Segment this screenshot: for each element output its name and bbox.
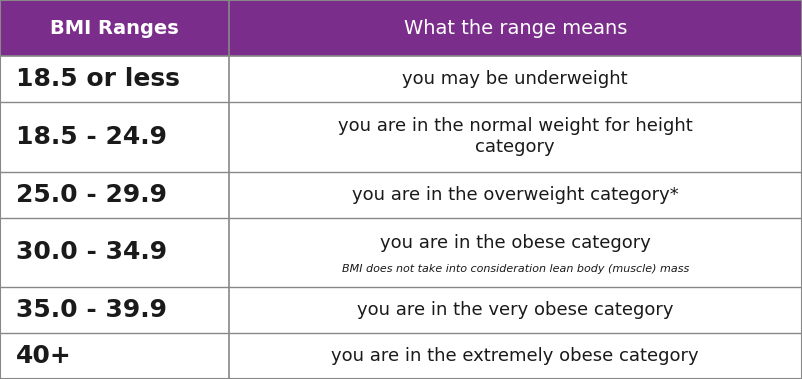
Bar xyxy=(0,172,802,218)
Text: 35.0 - 39.9: 35.0 - 39.9 xyxy=(16,298,167,322)
Text: you are in the overweight category*: you are in the overweight category* xyxy=(352,186,678,204)
Bar xyxy=(0,0,802,56)
Text: 30.0 - 34.9: 30.0 - 34.9 xyxy=(16,240,167,265)
Text: you are in the obese category: you are in the obese category xyxy=(380,234,650,252)
Text: you are in the extremely obese category: you are in the extremely obese category xyxy=(331,347,699,365)
Text: you are in the normal weight for height
category: you are in the normal weight for height … xyxy=(338,117,693,156)
Bar xyxy=(0,333,802,379)
Bar xyxy=(0,218,802,287)
Text: you may be underweight: you may be underweight xyxy=(403,70,628,88)
Text: 25.0 - 29.9: 25.0 - 29.9 xyxy=(16,183,167,207)
Text: BMI does not take into consideration lean body (muscle) mass: BMI does not take into consideration lea… xyxy=(342,263,689,274)
Bar xyxy=(0,102,802,172)
Text: BMI Ranges: BMI Ranges xyxy=(50,19,179,38)
Text: 18.5 or less: 18.5 or less xyxy=(16,67,180,91)
Text: What the range means: What the range means xyxy=(403,19,627,38)
Text: 18.5 - 24.9: 18.5 - 24.9 xyxy=(16,125,167,149)
Text: you are in the very obese category: you are in the very obese category xyxy=(357,301,674,319)
Bar xyxy=(0,56,802,102)
Text: 40+: 40+ xyxy=(16,344,71,368)
Bar xyxy=(0,287,802,333)
